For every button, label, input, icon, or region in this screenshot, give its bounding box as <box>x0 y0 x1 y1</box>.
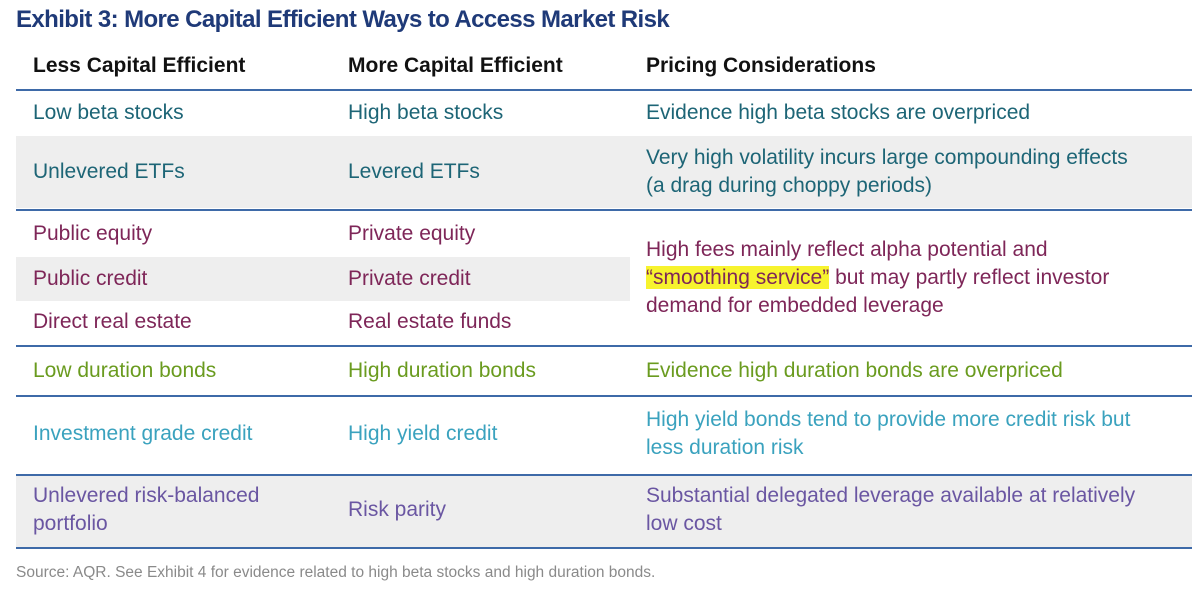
cell-pricing: Evidence high duration bonds are overpri… <box>646 359 1063 382</box>
cell-less-line: portfolio <box>33 512 108 535</box>
row-divider <box>16 345 1192 347</box>
cell-pricing-text: but may partly reflect investor <box>829 266 1110 289</box>
cell-less: Unlevered risk-balanced portfolio <box>33 482 323 538</box>
row-band-levered-etfs <box>16 136 1192 208</box>
cell-more: High yield credit <box>348 422 498 445</box>
cell-less: Unlevered ETFs <box>33 160 185 183</box>
row-divider <box>16 474 1192 476</box>
cell-more: Private equity <box>348 222 476 245</box>
cell-more: Real estate funds <box>348 310 512 333</box>
source-note: Source: AQR. See Exhibit 4 for evidence … <box>16 564 656 581</box>
cell-pricing: High yield bonds tend to provide more cr… <box>646 406 1186 462</box>
cell-pricing-line: Very high volatility incurs large compou… <box>646 146 1128 169</box>
header-pricing-considerations: Pricing Considerations <box>646 54 876 77</box>
cell-pricing: Substantial delegated leverage available… <box>646 482 1186 538</box>
cell-pricing-line: High yield bonds tend to provide more cr… <box>646 408 1131 431</box>
cell-pricing-line: low cost <box>646 512 722 535</box>
cell-less: Investment grade credit <box>33 422 253 445</box>
row-divider <box>16 209 1192 211</box>
cell-more: High beta stocks <box>348 101 504 124</box>
cell-less: Low duration bonds <box>33 359 217 382</box>
cell-less-line: Unlevered risk-balanced <box>33 484 260 507</box>
cell-less: Direct real estate <box>33 310 192 333</box>
exhibit-title: Exhibit 3: More Capital Efficient Ways t… <box>16 6 670 33</box>
cell-pricing: Evidence high beta stocks are overpriced <box>646 101 1031 124</box>
cell-pricing: High fees mainly reflect alpha potential… <box>646 236 1186 320</box>
cell-less: Public equity <box>33 222 153 245</box>
cell-pricing-line: demand for embedded leverage <box>646 294 944 317</box>
cell-pricing-line: “smoothing service” but may partly refle… <box>646 264 1186 292</box>
cell-less: Public credit <box>33 267 148 290</box>
highlighted-text: “smoothing service” <box>646 266 830 289</box>
cell-pricing-line: High fees mainly reflect alpha potential… <box>646 238 1048 261</box>
header-rule <box>16 89 1192 91</box>
cell-pricing-line: (a drag during choppy periods) <box>646 174 933 197</box>
cell-more: Levered ETFs <box>348 160 480 183</box>
cell-pricing-line: Substantial delegated leverage available… <box>646 484 1136 507</box>
header-more-capital-efficient: More Capital Efficient <box>348 54 563 77</box>
row-band-risk-parity <box>16 475 1192 547</box>
row-divider <box>16 395 1192 397</box>
cell-more: Risk parity <box>348 498 447 521</box>
header-less-capital-efficient: Less Capital Efficient <box>33 54 246 77</box>
row-band-private-credit <box>16 257 630 301</box>
cell-pricing: Very high volatility incurs large compou… <box>646 144 1186 200</box>
cell-less: Low beta stocks <box>33 101 184 124</box>
cell-more: Private credit <box>348 267 471 290</box>
bottom-rule <box>16 547 1192 549</box>
cell-more: High duration bonds <box>348 359 536 382</box>
cell-pricing-line: less duration risk <box>646 436 804 459</box>
